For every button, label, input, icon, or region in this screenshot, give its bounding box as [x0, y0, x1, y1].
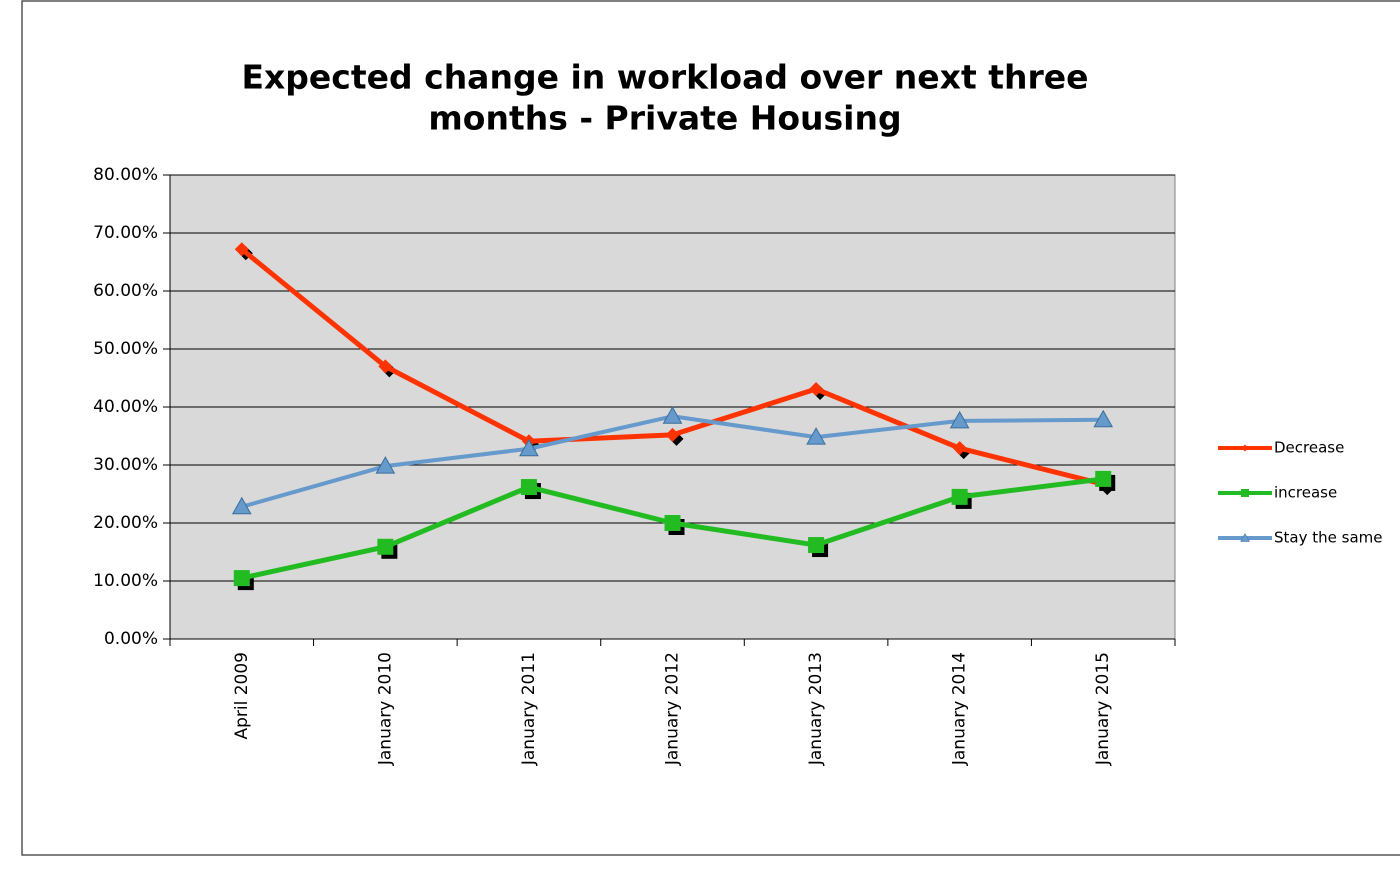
y-tick-label: 60.00%	[93, 281, 158, 301]
marker	[662, 406, 683, 424]
legend-label: Decrease	[1274, 439, 1344, 457]
marker	[1095, 470, 1112, 487]
x-tick-label: January 2010	[375, 652, 395, 766]
x-tick-label: January 2015	[1093, 652, 1113, 766]
marker	[806, 427, 826, 445]
marker	[233, 570, 250, 587]
marker	[664, 515, 681, 531]
y-tick-label: 70.00%	[93, 223, 158, 243]
legend-marker	[1240, 532, 1250, 542]
legend-label: increase	[1274, 484, 1337, 502]
marker	[377, 538, 394, 555]
y-tick-label: 20.00%	[93, 513, 158, 533]
marker	[375, 456, 396, 474]
x-tick-label: January 2012	[663, 652, 683, 766]
chart-title: months - Private Housing	[428, 99, 901, 138]
y-tick-label: 30.00%	[93, 455, 158, 475]
marker	[1093, 409, 1114, 428]
x-tick-label: January 2013	[806, 652, 826, 766]
y-tick-label: 50.00%	[93, 339, 158, 359]
legend-label: Stay the same	[1274, 529, 1382, 547]
x-tick-label: January 2011	[519, 652, 539, 766]
marker	[234, 242, 249, 257]
y-tick-label: 40.00%	[93, 397, 158, 417]
legend-marker	[1241, 444, 1249, 452]
marker	[378, 359, 393, 374]
marker	[520, 479, 537, 496]
chart-title: Expected change in workload over next th…	[241, 58, 1088, 97]
x-tick-label: January 2014	[950, 652, 970, 766]
y-tick-label: 80.00%	[93, 165, 158, 185]
y-tick-label: 10.00%	[93, 571, 158, 591]
x-tick-label: April 2009	[232, 652, 252, 740]
marker	[952, 441, 967, 456]
marker	[809, 382, 824, 397]
marker	[665, 427, 680, 442]
marker	[808, 537, 825, 554]
legend-marker	[1241, 489, 1249, 497]
marker	[519, 438, 539, 457]
y-tick-label: 0.00%	[104, 629, 158, 649]
marker	[949, 410, 970, 429]
marker	[951, 488, 968, 505]
marker	[231, 496, 252, 515]
